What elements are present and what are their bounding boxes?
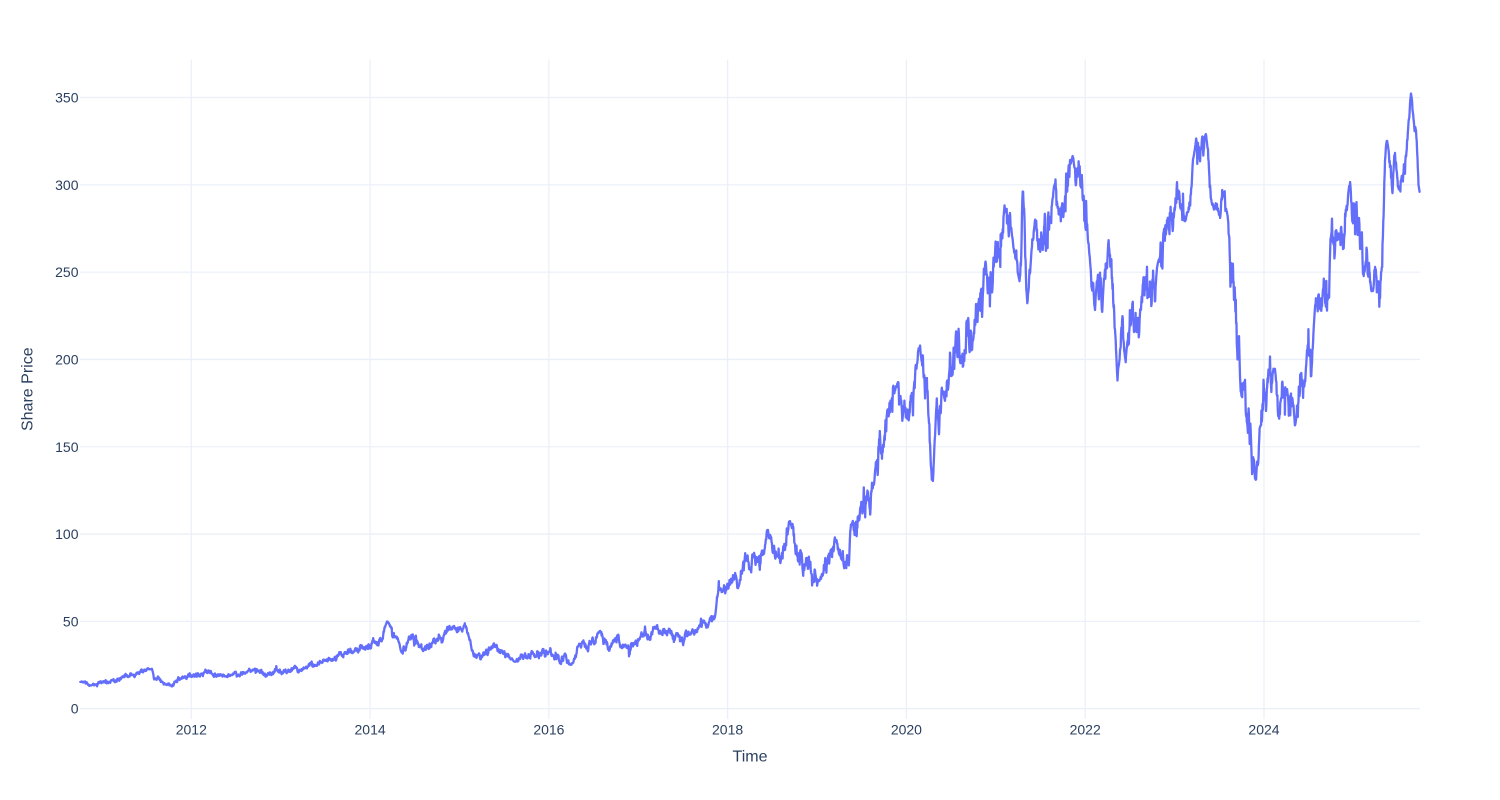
svg-text:Share Price: Share Price: [19, 347, 36, 431]
svg-text:50: 50: [63, 613, 79, 629]
svg-text:2014: 2014: [355, 721, 386, 737]
svg-text:100: 100: [55, 526, 79, 542]
svg-text:300: 300: [55, 177, 79, 193]
svg-text:Time: Time: [733, 749, 768, 766]
svg-text:2012: 2012: [176, 721, 207, 737]
svg-text:2016: 2016: [533, 721, 564, 737]
svg-text:0: 0: [71, 701, 79, 717]
svg-text:250: 250: [55, 264, 79, 280]
svg-text:2020: 2020: [891, 721, 922, 737]
svg-text:2022: 2022: [1070, 721, 1101, 737]
svg-text:150: 150: [55, 439, 79, 455]
svg-text:350: 350: [55, 90, 79, 106]
svg-text:200: 200: [55, 352, 79, 368]
svg-text:2024: 2024: [1248, 721, 1279, 737]
svg-text:2018: 2018: [712, 721, 743, 737]
